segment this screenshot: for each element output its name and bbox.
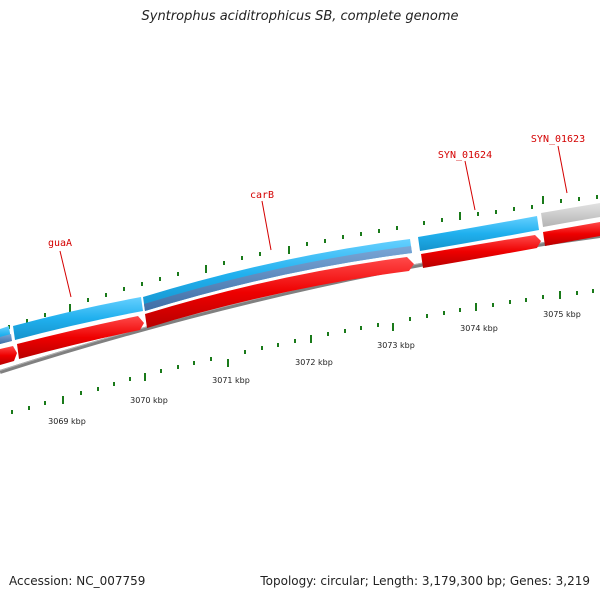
scale-label-3074: 3074 kbp: [460, 324, 498, 333]
cds-track-reverse: [0, 222, 600, 365]
scale-labels: 3069 kbp 3070 kbp 3071 kbp 3072 kbp 3073…: [48, 310, 581, 426]
gene-label-guaA[interactable]: guaA: [48, 238, 72, 249]
cds-arrow-guaA[interactable]: [17, 316, 144, 359]
scale-label-3069: 3069 kbp: [48, 417, 86, 426]
cds-arrow-SYN_01624[interactable]: [421, 235, 541, 268]
cds-track-forward: [0, 203, 600, 344]
scale-tick-row: [11, 289, 594, 414]
gene-labels: guaA carB SYN_01624 SYN_01623: [48, 134, 585, 298]
cds-feature-SYN_01624[interactable]: [418, 216, 539, 251]
cds-feature-SYN_01623[interactable]: [541, 203, 600, 227]
cds-feature-carB-inner: [144, 246, 412, 311]
accession-text: Accession: NC_007759: [9, 574, 146, 588]
leader-line-SYN_01624: [464, 160, 476, 211]
scale-label-3071: 3071 kbp: [212, 376, 250, 385]
cds-arrow-SYN_01623[interactable]: [543, 222, 600, 246]
cds-feature-left-edge-inner: [0, 334, 12, 344]
gene-label-carB[interactable]: carB: [250, 190, 274, 201]
leader-line-guaA: [59, 250, 72, 298]
scale-label-3073: 3073 kbp: [377, 341, 415, 350]
leader-line-SYN_01623: [557, 145, 568, 194]
outer-tick-row: [8, 195, 598, 329]
leader-line-carB: [261, 200, 272, 251]
map-title: Syntrophus aciditrophicus SB, complete g…: [141, 9, 459, 24]
cds-arrow-carB[interactable]: [145, 257, 414, 328]
gene-label-SYN_01623[interactable]: SYN_01623: [531, 134, 585, 145]
scale-label-3075: 3075 kbp: [543, 310, 581, 319]
scale-label-3070: 3070 kbp: [130, 396, 168, 405]
gene-label-SYN_01624[interactable]: SYN_01624: [438, 150, 492, 161]
cds-feature-guaA[interactable]: [13, 297, 143, 340]
genome-stats-text: Topology: circular; Length: 3,179,300 bp…: [260, 574, 590, 588]
scale-label-3072: 3072 kbp: [295, 358, 333, 367]
cds-arrow-left-edge[interactable]: [0, 346, 17, 365]
